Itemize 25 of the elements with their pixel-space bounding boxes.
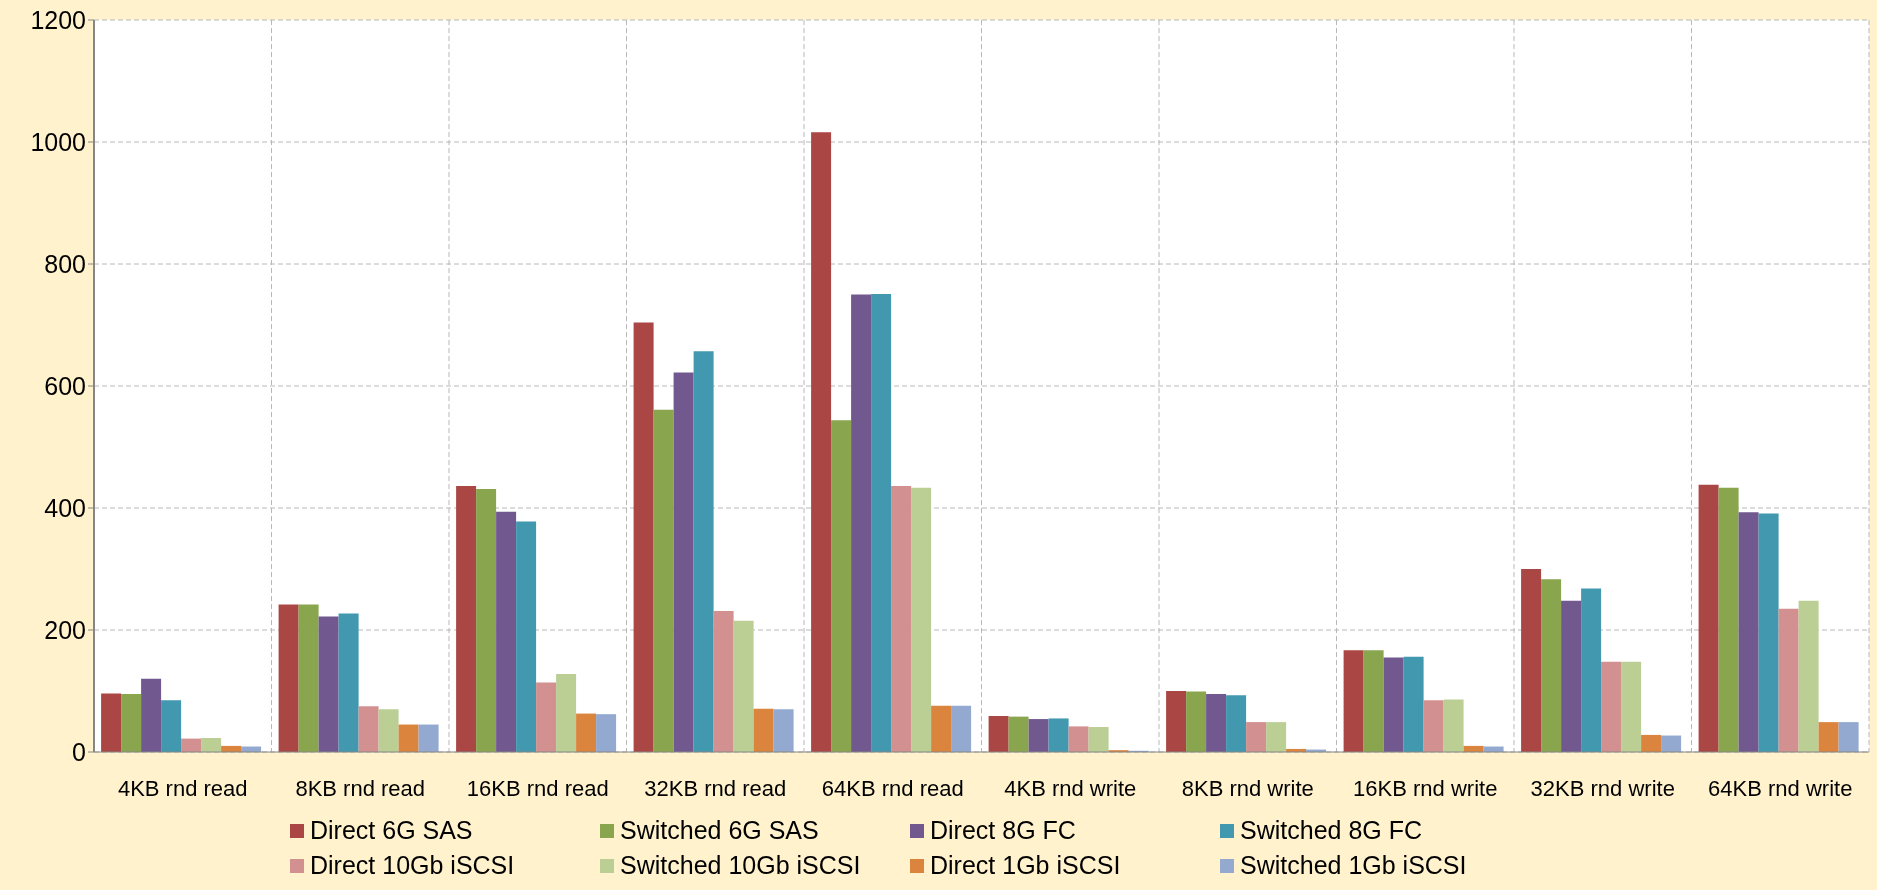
legend-label: Direct 8G FC: [930, 816, 1076, 845]
legend-label: Direct 1Gb iSCSI: [930, 851, 1121, 880]
x-tick-label: 4KB rnd write: [1004, 775, 1137, 801]
legend-label: Direct 10Gb iSCSI: [310, 851, 515, 880]
x-tick-label: 32KB rnd write: [1530, 775, 1675, 801]
legend-label: Switched 1Gb iSCSI: [1240, 851, 1467, 880]
x-tick-label: 32KB rnd read: [644, 775, 787, 801]
x-tick-label: 64KB rnd write: [1708, 775, 1853, 801]
x-tick-label: 8KB rnd read: [295, 775, 426, 801]
y-tick-label: 200: [44, 615, 86, 644]
legend-label: Switched 6G SAS: [620, 816, 819, 845]
y-tick-label: 800: [44, 249, 86, 278]
legend-label: Switched 8G FC: [1240, 816, 1423, 845]
y-tick-label: 1000: [30, 127, 86, 156]
legend-label: Switched 10Gb iSCSI: [620, 851, 861, 880]
y-tick-label: 400: [44, 493, 86, 522]
x-tick-label: 4KB rnd read: [117, 775, 248, 801]
y-tick-label: 1200: [30, 5, 86, 34]
x-tick-label: 16KB rnd read: [466, 775, 609, 801]
x-tick-label: 16KB rnd write: [1353, 775, 1498, 801]
y-tick-label: 0: [72, 737, 86, 766]
x-tick-label: 64KB rnd read: [821, 775, 964, 801]
legend-label: Direct 6G SAS: [310, 816, 473, 845]
y-tick-label: 600: [44, 371, 86, 400]
x-tick-label: 8KB rnd write: [1181, 775, 1314, 801]
